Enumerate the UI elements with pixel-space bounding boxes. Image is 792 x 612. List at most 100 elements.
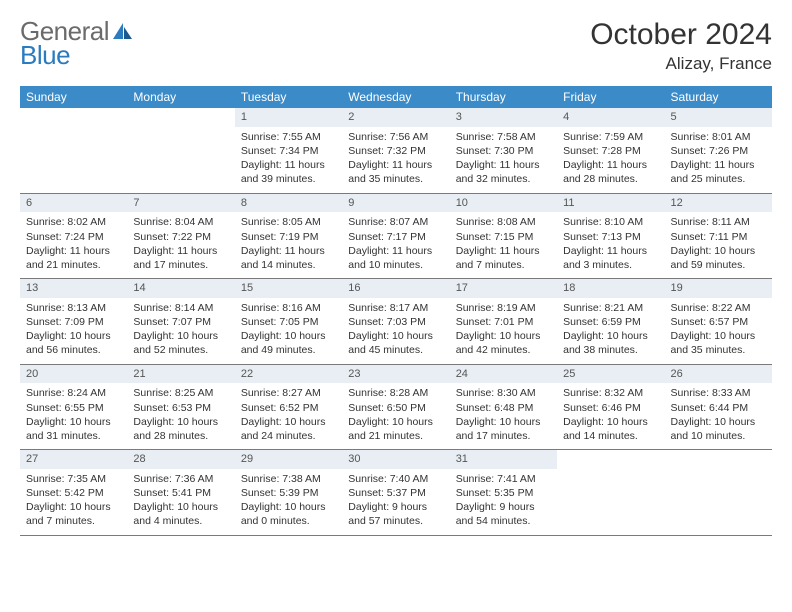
calendar-day-cell: 7Sunrise: 8:04 AMSunset: 7:22 PMDaylight…	[127, 193, 234, 279]
calendar-day-cell: .	[20, 108, 127, 193]
day-content: Sunrise: 7:38 AMSunset: 5:39 PMDaylight:…	[235, 469, 342, 535]
calendar-day-cell: 28Sunrise: 7:36 AMSunset: 5:41 PMDayligh…	[127, 450, 234, 536]
day-number: 3	[450, 108, 557, 127]
day-content: Sunrise: 8:08 AMSunset: 7:15 PMDaylight:…	[450, 212, 557, 278]
day-content: Sunrise: 8:07 AMSunset: 7:17 PMDaylight:…	[342, 212, 449, 278]
day-number: 7	[127, 194, 234, 213]
calendar-body: .. 1Sunrise: 7:55 AMSunset: 7:34 PMDaylig…	[20, 108, 772, 535]
day-number: 2	[342, 108, 449, 127]
day-content: Sunrise: 8:04 AMSunset: 7:22 PMDaylight:…	[127, 212, 234, 278]
day-content: Sunrise: 8:02 AMSunset: 7:24 PMDaylight:…	[20, 212, 127, 278]
day-header: Friday	[557, 86, 664, 108]
calendar-day-cell: 19Sunrise: 8:22 AMSunset: 6:57 PMDayligh…	[665, 279, 772, 365]
calendar-day-cell: 5Sunrise: 8:01 AMSunset: 7:26 PMDaylight…	[665, 108, 772, 193]
day-number: 27	[20, 450, 127, 469]
header: GeneralBlue October 2024 Alizay, France	[20, 18, 772, 74]
day-number: 29	[235, 450, 342, 469]
day-number: 28	[127, 450, 234, 469]
calendar-day-cell: 1Sunrise: 7:55 AMSunset: 7:34 PMDaylight…	[235, 108, 342, 193]
day-content: Sunrise: 7:56 AMSunset: 7:32 PMDaylight:…	[342, 127, 449, 193]
day-number: 11	[557, 194, 664, 213]
calendar-day-cell: 9Sunrise: 8:07 AMSunset: 7:17 PMDaylight…	[342, 193, 449, 279]
day-number: 1	[235, 108, 342, 127]
calendar-day-cell: 17Sunrise: 8:19 AMSunset: 7:01 PMDayligh…	[450, 279, 557, 365]
day-number: 16	[342, 279, 449, 298]
day-number: 4	[557, 108, 664, 127]
month-title: October 2024	[590, 18, 772, 52]
day-content: Sunrise: 8:19 AMSunset: 7:01 PMDaylight:…	[450, 298, 557, 364]
day-number: 14	[127, 279, 234, 298]
day-number: 21	[127, 365, 234, 384]
calendar-day-cell: 29Sunrise: 7:38 AMSunset: 5:39 PMDayligh…	[235, 450, 342, 536]
day-header: Monday	[127, 86, 234, 108]
calendar-day-cell: 14Sunrise: 8:14 AMSunset: 7:07 PMDayligh…	[127, 279, 234, 365]
calendar-day-cell: 12Sunrise: 8:11 AMSunset: 7:11 PMDayligh…	[665, 193, 772, 279]
day-content: Sunrise: 8:27 AMSunset: 6:52 PMDaylight:…	[235, 383, 342, 449]
calendar-header-row: SundayMondayTuesdayWednesdayThursdayFrid…	[20, 86, 772, 108]
logo: GeneralBlue	[20, 18, 134, 68]
day-content: Sunrise: 7:59 AMSunset: 7:28 PMDaylight:…	[557, 127, 664, 193]
logo-sail-icon	[112, 18, 134, 44]
calendar-day-cell: 25Sunrise: 8:32 AMSunset: 6:46 PMDayligh…	[557, 364, 664, 450]
calendar-day-cell: 21Sunrise: 8:25 AMSunset: 6:53 PMDayligh…	[127, 364, 234, 450]
day-number: 24	[450, 365, 557, 384]
day-header: Sunday	[20, 86, 127, 108]
day-content: Sunrise: 8:24 AMSunset: 6:55 PMDaylight:…	[20, 383, 127, 449]
day-header: Tuesday	[235, 86, 342, 108]
day-number: 19	[665, 279, 772, 298]
day-content: Sunrise: 8:10 AMSunset: 7:13 PMDaylight:…	[557, 212, 664, 278]
day-header: Saturday	[665, 86, 772, 108]
calendar-day-cell: 3Sunrise: 7:58 AMSunset: 7:30 PMDaylight…	[450, 108, 557, 193]
calendar-day-cell: 10Sunrise: 8:08 AMSunset: 7:15 PMDayligh…	[450, 193, 557, 279]
day-number: 22	[235, 365, 342, 384]
day-content: Sunrise: 8:17 AMSunset: 7:03 PMDaylight:…	[342, 298, 449, 364]
calendar-day-cell: 20Sunrise: 8:24 AMSunset: 6:55 PMDayligh…	[20, 364, 127, 450]
day-header: Thursday	[450, 86, 557, 108]
day-number: 9	[342, 194, 449, 213]
day-number: 31	[450, 450, 557, 469]
day-content: Sunrise: 7:40 AMSunset: 5:37 PMDaylight:…	[342, 469, 449, 535]
calendar-day-cell: 16Sunrise: 8:17 AMSunset: 7:03 PMDayligh…	[342, 279, 449, 365]
day-number: 5	[665, 108, 772, 127]
day-content: Sunrise: 8:32 AMSunset: 6:46 PMDaylight:…	[557, 383, 664, 449]
logo-text-blue: Blue	[20, 42, 134, 68]
day-number: 13	[20, 279, 127, 298]
calendar-day-cell: 13Sunrise: 8:13 AMSunset: 7:09 PMDayligh…	[20, 279, 127, 365]
title-block: October 2024 Alizay, France	[590, 18, 772, 74]
calendar-day-cell: 11Sunrise: 8:10 AMSunset: 7:13 PMDayligh…	[557, 193, 664, 279]
calendar-day-cell: 24Sunrise: 8:30 AMSunset: 6:48 PMDayligh…	[450, 364, 557, 450]
calendar-day-cell: 4Sunrise: 7:59 AMSunset: 7:28 PMDaylight…	[557, 108, 664, 193]
day-content: Sunrise: 8:30 AMSunset: 6:48 PMDaylight:…	[450, 383, 557, 449]
calendar-day-cell: 26Sunrise: 8:33 AMSunset: 6:44 PMDayligh…	[665, 364, 772, 450]
day-number: 6	[20, 194, 127, 213]
day-number: 15	[235, 279, 342, 298]
day-content: Sunrise: 7:41 AMSunset: 5:35 PMDaylight:…	[450, 469, 557, 535]
calendar-day-cell: 23Sunrise: 8:28 AMSunset: 6:50 PMDayligh…	[342, 364, 449, 450]
day-content: Sunrise: 8:14 AMSunset: 7:07 PMDaylight:…	[127, 298, 234, 364]
calendar-week-row: 13Sunrise: 8:13 AMSunset: 7:09 PMDayligh…	[20, 279, 772, 365]
location: Alizay, France	[590, 54, 772, 74]
day-number: 17	[450, 279, 557, 298]
day-content: Sunrise: 8:21 AMSunset: 6:59 PMDaylight:…	[557, 298, 664, 364]
calendar-table: SundayMondayTuesdayWednesdayThursdayFrid…	[20, 86, 772, 536]
day-content: Sunrise: 8:28 AMSunset: 6:50 PMDaylight:…	[342, 383, 449, 449]
day-content: Sunrise: 8:25 AMSunset: 6:53 PMDaylight:…	[127, 383, 234, 449]
day-number: 20	[20, 365, 127, 384]
day-content: Sunrise: 8:05 AMSunset: 7:19 PMDaylight:…	[235, 212, 342, 278]
day-number: 10	[450, 194, 557, 213]
day-number: 12	[665, 194, 772, 213]
calendar-day-cell: 18Sunrise: 8:21 AMSunset: 6:59 PMDayligh…	[557, 279, 664, 365]
day-content: Sunrise: 7:36 AMSunset: 5:41 PMDaylight:…	[127, 469, 234, 535]
calendar-day-cell: 30Sunrise: 7:40 AMSunset: 5:37 PMDayligh…	[342, 450, 449, 536]
day-number: 8	[235, 194, 342, 213]
day-content: Sunrise: 7:35 AMSunset: 5:42 PMDaylight:…	[20, 469, 127, 535]
calendar-day-cell: 6Sunrise: 8:02 AMSunset: 7:24 PMDaylight…	[20, 193, 127, 279]
calendar-day-cell: 8Sunrise: 8:05 AMSunset: 7:19 PMDaylight…	[235, 193, 342, 279]
calendar-week-row: 20Sunrise: 8:24 AMSunset: 6:55 PMDayligh…	[20, 364, 772, 450]
calendar-week-row: 27Sunrise: 7:35 AMSunset: 5:42 PMDayligh…	[20, 450, 772, 536]
day-number: 23	[342, 365, 449, 384]
calendar-day-cell: 2Sunrise: 7:56 AMSunset: 7:32 PMDaylight…	[342, 108, 449, 193]
day-content: Sunrise: 8:13 AMSunset: 7:09 PMDaylight:…	[20, 298, 127, 364]
calendar-day-cell: 15Sunrise: 8:16 AMSunset: 7:05 PMDayligh…	[235, 279, 342, 365]
calendar-day-cell: .	[665, 450, 772, 536]
